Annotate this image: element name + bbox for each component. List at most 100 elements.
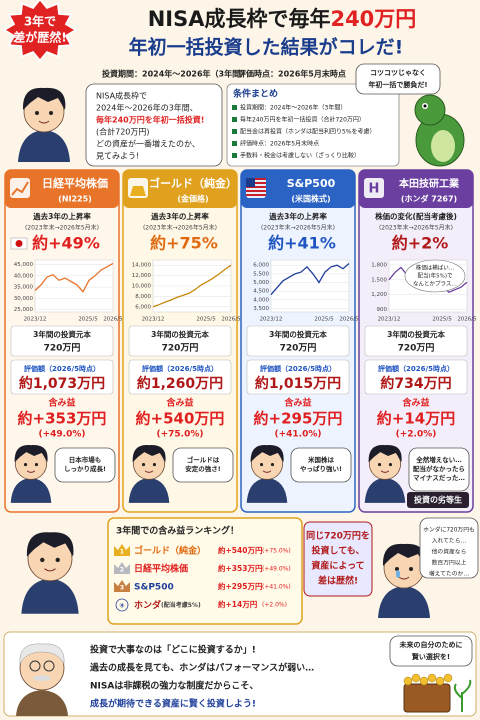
label: 過去3年の上昇率 xyxy=(151,211,209,221)
person-body xyxy=(364,477,406,503)
person-mouth xyxy=(262,470,272,473)
person-hair xyxy=(132,445,166,463)
person-eye xyxy=(141,463,146,467)
person-hair xyxy=(22,87,66,110)
label: 株価の変化(配当考慮後) xyxy=(375,211,457,221)
panel-header xyxy=(5,170,119,208)
checkbox xyxy=(232,117,237,122)
person-eye xyxy=(388,463,393,467)
ranking-box xyxy=(107,517,303,625)
label: マイナスだった… xyxy=(413,474,465,482)
label: 過去の成長を見ても、ホンダはパフォーマンスが弱い… xyxy=(89,662,314,674)
label: 3年間の投資元本 xyxy=(387,329,445,339)
valuation-box xyxy=(10,359,114,395)
label: 約734万円 xyxy=(380,375,451,392)
conditions-box xyxy=(226,83,400,167)
title: 年初一括投資した結果がコレだ! xyxy=(129,36,404,59)
principal-box xyxy=(128,325,232,357)
x-tick-label: 2026/5 xyxy=(103,317,123,323)
tag-box xyxy=(407,492,469,508)
label: (+75.0%) xyxy=(157,430,204,440)
person-hair xyxy=(382,543,426,566)
professor-glass xyxy=(29,660,41,672)
person-eye xyxy=(40,557,45,563)
price-line xyxy=(152,264,232,308)
label-part: NISA成長枠で毎年 xyxy=(148,7,331,31)
label: 約+2% xyxy=(392,234,449,253)
conclusion-box xyxy=(3,631,477,717)
rank: 2 xyxy=(120,567,124,574)
panel-header xyxy=(241,170,355,208)
person-mouth xyxy=(44,568,56,572)
label: 約1,073万円 xyxy=(19,375,105,392)
label: 同じ720万円を xyxy=(306,531,370,542)
label: 含み益 xyxy=(283,397,311,409)
speech-bubble xyxy=(172,447,234,483)
crown xyxy=(114,544,130,556)
speech-bubble xyxy=(355,63,441,95)
label: ゴールド（純金） xyxy=(134,545,206,557)
label: 評価時点：2026年5月末時点 xyxy=(240,140,319,148)
icon-line xyxy=(11,181,29,196)
label: しっかり成長! xyxy=(64,464,106,473)
panel-icon xyxy=(10,178,30,198)
callout-box xyxy=(303,521,373,597)
label: 入れてたら… xyxy=(432,538,467,545)
label: 差は歴然! xyxy=(318,575,358,587)
label: (+75.0%) xyxy=(262,548,291,555)
speech-bubble xyxy=(54,447,116,483)
label: 3年間の投資元本 xyxy=(33,329,91,339)
person-mouth xyxy=(38,120,50,124)
person-eye xyxy=(35,111,39,115)
coin xyxy=(427,673,437,683)
label: 約+75% xyxy=(150,234,218,253)
y-tick-label: 1,500 xyxy=(371,277,387,283)
y-tick-label: 5,000 xyxy=(253,280,269,286)
y-tick-label: 25,000 xyxy=(14,307,34,313)
professor-hair xyxy=(19,643,65,665)
label-part: (配当考慮5%) xyxy=(161,601,201,609)
person-hair xyxy=(26,532,74,557)
label: 成長が期待できる資産に賢く投資しよう! xyxy=(90,698,256,710)
label: ゴールド（純金） xyxy=(149,176,237,190)
label: 約+295万円 xyxy=(254,410,343,428)
chart-note-bubble xyxy=(404,259,466,293)
person-eye xyxy=(270,463,275,467)
y-tick-label: 35,000 xyxy=(14,285,34,291)
label: 配当がなかったら xyxy=(413,464,465,473)
label: (2023年末→2026年5月末) xyxy=(143,224,217,232)
label: 720万円 xyxy=(44,343,81,354)
badge xyxy=(2,0,78,63)
person-body xyxy=(10,477,52,503)
mascot-head xyxy=(414,94,446,126)
label: 評価額（2026/5時点） xyxy=(24,364,100,373)
sprout xyxy=(453,679,472,712)
y-tick-label: 1,800 xyxy=(371,262,387,268)
label: (+49.0%) xyxy=(39,430,86,440)
label: 差が歴然! xyxy=(12,30,66,45)
person-eye xyxy=(409,567,413,571)
flag-canton xyxy=(246,178,255,187)
x-tick-label: 2023/12 xyxy=(24,317,47,323)
label: 毎年240万円を年初一括投資! xyxy=(96,115,204,125)
person-mouth xyxy=(398,576,410,580)
label: 3年間の投資元本 xyxy=(151,329,209,339)
y-tick-label: 30,000 xyxy=(14,296,34,302)
label: ホンダ(配当考慮5%) xyxy=(134,599,201,611)
y-tick-label: 4,000 xyxy=(253,297,269,303)
person-body xyxy=(21,578,79,614)
checkbox xyxy=(232,105,237,110)
professor-body xyxy=(16,690,68,716)
coin xyxy=(443,673,453,683)
label: 資産によって xyxy=(311,560,364,572)
label: 手数料・税金は考慮しない（ざっくり比較） xyxy=(240,152,360,160)
valuation-box xyxy=(246,359,350,395)
label: (+41.0%) xyxy=(262,584,291,591)
title: NISA成長枠で毎年240万円 xyxy=(148,7,417,31)
label: なんとかプラス… xyxy=(413,281,457,288)
label: 本田技研工業 xyxy=(399,177,460,190)
person-eye xyxy=(34,463,39,467)
principal-box xyxy=(246,325,350,357)
label: 約+353万円 xyxy=(18,410,107,428)
person-mouth xyxy=(26,470,36,473)
